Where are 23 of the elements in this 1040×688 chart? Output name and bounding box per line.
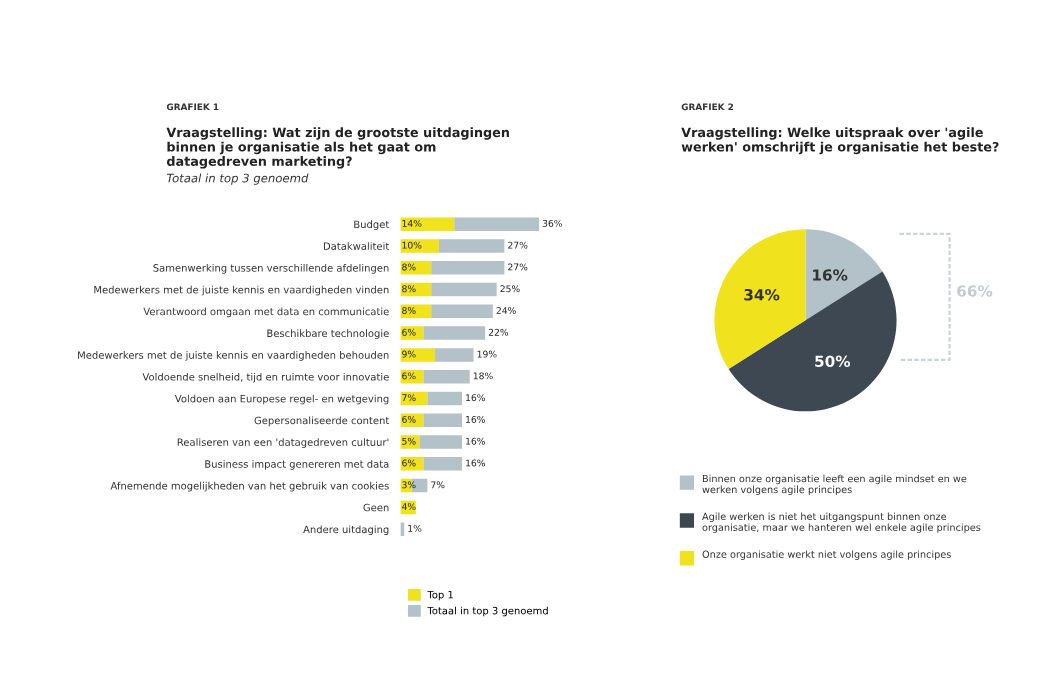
- bar: [431, 304, 493, 319]
- bar: [423, 326, 486, 340]
- pie-slice: [714, 229, 806, 370]
- bar: [400, 435, 420, 449]
- bar: [400, 413, 424, 428]
- pie-slice: [805, 229, 883, 321]
- bar: [427, 391, 463, 406]
- bar: [419, 435, 463, 449]
- bar: [438, 239, 505, 253]
- bar: [431, 260, 505, 275]
- bar: [423, 369, 470, 384]
- bar: [423, 457, 463, 471]
- pie-slice: [728, 271, 897, 412]
- bar: [400, 260, 432, 275]
- bar: [431, 282, 497, 297]
- bar: [400, 348, 436, 362]
- bar: [400, 217, 455, 231]
- bar: [435, 348, 474, 362]
- bar: [400, 326, 424, 340]
- bar: [400, 239, 439, 253]
- bar: [423, 413, 463, 428]
- bar: [400, 457, 424, 471]
- bar: [454, 217, 540, 231]
